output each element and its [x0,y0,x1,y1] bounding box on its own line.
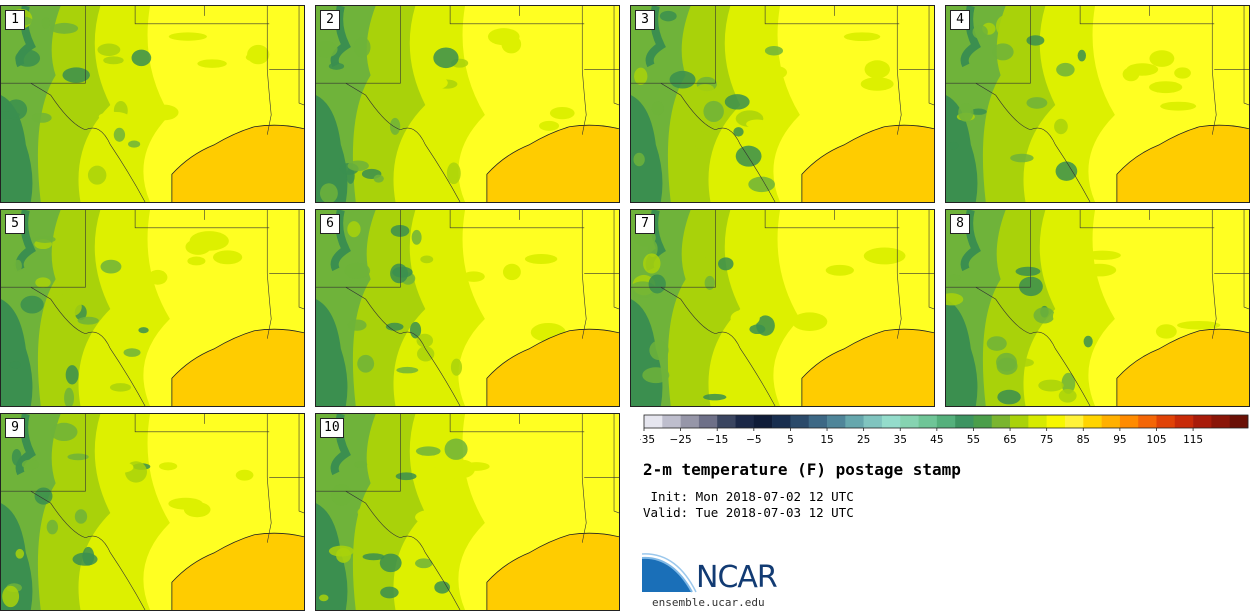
colorbar-tick-label: 75 [1040,434,1053,446]
colorbar-swatch [1119,415,1139,428]
init-time: Init: Mon 2018-07-02 12 UTC [643,489,854,504]
colorbar-swatch [863,415,883,428]
member-number-label: 5 [5,214,25,234]
temperature-colorbar: −35 −25 −15 −5 5 15 25 35 45 55 65 75 85 95 105 115 [640,414,1249,446]
colorbar-swatch [772,415,791,428]
colorbar-tick-label: 115 [1183,434,1203,446]
colorbar-swatch [918,415,938,428]
colorbar-swatch [735,415,755,428]
colorbar-swatch [808,415,828,428]
colorbar-tick-label: 35 [894,434,907,446]
colorbar-tick-label: 85 [1077,434,1090,446]
map-panel: 1 [0,5,305,203]
colorbar-tick-label: 5 [787,434,794,446]
member-number-label: 7 [635,214,655,234]
colorbar-outline [643,414,1249,429]
colorbar-swatch [753,415,773,428]
colorbar-swatch [1101,415,1121,428]
colorbar-tick-label: −5 [746,434,761,446]
colorbar-tick-label: −25 [670,434,692,446]
map-panel: 3 [630,5,935,203]
colorbar-swatch [1046,415,1066,428]
member-number-label: 1 [5,10,25,30]
colorbar-swatch [991,415,1011,428]
colorbar-swatch [1229,415,1249,428]
colorbar-swatch [1156,415,1176,428]
map-panel: 7 [630,209,935,407]
colorbar-swatch [698,415,718,428]
colorbar-swatch [1211,415,1230,428]
colorbar-swatch [1138,415,1157,428]
colorbar-swatch [1064,415,1084,428]
colorbar-swatch [1083,415,1102,428]
colorbar-swatch [1010,415,1029,428]
colorbar-swatch [644,415,663,428]
colorbar-swatch [827,415,846,428]
colorbar-tick-label: 15 [820,434,833,446]
valid-time: Valid: Tue 2018-07-03 12 UTC [643,505,854,520]
logo-text: NCAR [696,560,778,595]
colorbar-swatch [1174,415,1194,428]
map-panel: 10 [315,413,620,611]
member-number-label: 9 [5,418,25,438]
ncar-logo-icon [642,553,697,593]
colorbar-tick-label: 105 [1146,434,1166,446]
map-panel: 4 [945,5,1250,203]
colorbar-swatch [881,415,901,428]
colorbar-tick-label: 65 [1003,434,1016,446]
colorbar-swatch [680,415,700,428]
colorbar-swatch [662,415,681,428]
member-number-label: 3 [635,10,655,30]
colorbar-tick-label: 95 [1113,434,1126,446]
member-number-label: 4 [950,10,970,30]
colorbar-swatch [717,415,736,428]
chart-title: 2-m temperature (F) postage stamp [643,460,961,479]
logo-url: ensemble.ucar.edu [652,596,765,609]
colorbar-swatch [1193,415,1212,428]
colorbar-swatch [973,415,993,428]
colorbar-tick-label: 55 [967,434,980,446]
map-panel: 2 [315,5,620,203]
colorbar-swatch [936,415,956,428]
colorbar-tick-label: 45 [930,434,943,446]
colorbar-swatch [790,415,810,428]
colorbar-swatch [845,415,864,428]
map-panel: 5 [0,209,305,407]
map-panel: 6 [315,209,620,407]
map-panel: 9 [0,413,305,611]
colorbar-swatch [1028,415,1047,428]
map-panel: 8 [945,209,1250,407]
colorbar-swatch [900,415,919,428]
member-number-label: 8 [950,214,970,234]
colorbar-tick-label: −15 [706,434,728,446]
member-number-label: 6 [320,214,340,234]
colorbar-tick-label: −35 [640,434,655,446]
member-number-label: 2 [320,10,340,30]
colorbar-tick-label: 25 [857,434,870,446]
member-number-label: 10 [320,418,344,438]
colorbar-swatch [955,415,974,428]
